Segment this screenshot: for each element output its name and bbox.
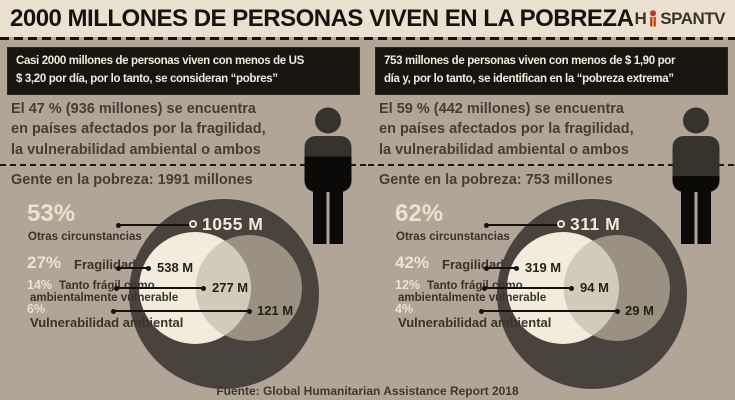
pct-label: 53%: [27, 200, 76, 227]
value-label: 277 M: [212, 280, 249, 295]
section-dashed-divider: [0, 164, 367, 166]
pct-label: 6%: [27, 302, 46, 316]
value-label: 94 M: [580, 280, 609, 295]
venn-diagram: [129, 199, 319, 389]
logo-text-post: SPANTV: [660, 8, 725, 28]
pct-label: 12%: [395, 278, 421, 292]
category-label: Tanto frágil como: [59, 280, 155, 292]
header-dashed-divider: [0, 37, 735, 40]
value-label: 1055 M: [202, 214, 264, 234]
logo-text-pre: H: [634, 8, 647, 28]
source-credit: Fuente: Global Humanitarian Assistance R…: [216, 384, 519, 398]
pct-label: 4%: [395, 302, 414, 316]
person-icon: [304, 107, 352, 244]
hispantv-logo: H SPANTV: [634, 8, 726, 29]
category-label: Fragilidad: [74, 257, 137, 272]
leader-line: [111, 308, 252, 314]
pct-label: 14%: [27, 278, 53, 292]
leader-line: [116, 222, 190, 228]
leader-line: [482, 285, 574, 291]
category-label: Otras circunstancias: [396, 231, 510, 243]
leader-line: [116, 265, 151, 271]
category-label: Vulnerabilidad ambiental: [398, 315, 552, 330]
info-box-line: 753 millones de personas viven con menos…: [384, 55, 676, 67]
poverty-total: Gente en la pobreza: 1991 millones: [11, 172, 253, 188]
info-box: Casi 2000 millones de personas viven con…: [7, 47, 360, 95]
hispantv-person-icon: [650, 10, 657, 27]
venn-diagram: [497, 199, 687, 389]
pct-label: 42%: [395, 253, 430, 272]
leader-line: [484, 265, 519, 271]
leader-line: [114, 285, 206, 291]
leader-line: [484, 222, 558, 228]
value-label: 121 M: [257, 303, 294, 318]
section-dashed-divider: [368, 164, 735, 166]
info-box-line: Casi 2000 millones de personas viven con…: [16, 55, 304, 67]
info-box: 753 millones de personas viven con menos…: [375, 47, 728, 95]
info-box-line: $ 3,20 por día, por lo tanto, se conside…: [16, 72, 278, 85]
info-box-line: día y, por lo tanto, se identifican en l…: [384, 72, 674, 85]
page-title: 2000 MILLONES DE PERSONAS VIVEN EN LA PO…: [10, 4, 634, 32]
stat-text: El 47 % (936 millones) se encuentra en p…: [11, 101, 266, 158]
poverty-total: Gente en la pobreza: 753 millones: [379, 172, 613, 188]
person-icon: [672, 107, 720, 244]
category-label: Otras circunstancias: [28, 231, 142, 243]
column-pobres: Casi 2000 millones de personas viven con…: [0, 0, 367, 400]
category-label: Fragilidad: [442, 257, 505, 272]
ring-bullet-icon: [557, 220, 565, 228]
column-pobreza-extrema: 753 millones de personas viven con menos…: [368, 0, 735, 400]
value-label: 29 M: [625, 303, 654, 318]
category-label: ambientalmente vulnerable: [398, 292, 547, 304]
category-label: ambientalmente vulnerable: [30, 292, 179, 304]
pct-label: 27%: [27, 253, 62, 272]
value-label: 311 M: [570, 214, 621, 234]
ring-bullet-icon: [189, 220, 197, 228]
category-label: Vulnerabilidad ambiental: [30, 315, 184, 330]
leader-line: [479, 308, 620, 314]
pct-label: 62%: [395, 200, 444, 227]
value-label: 538 M: [157, 260, 194, 275]
header-bar: 2000 MILLONES DE PERSONAS VIVEN EN LA PO…: [0, 0, 735, 37]
stat-text: El 59 % (442 millones) se encuentra en p…: [379, 101, 634, 158]
category-label: Tanto frágil como: [427, 280, 523, 292]
value-label: 319 M: [525, 260, 562, 275]
